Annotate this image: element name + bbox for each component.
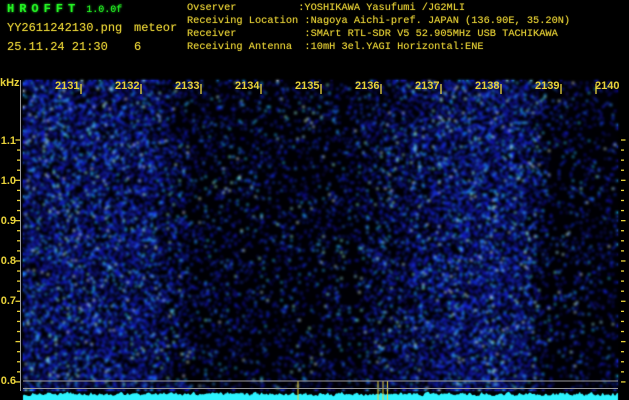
svg-text:2139: 2139 (535, 80, 559, 92)
svg-text:0.6: 0.6 (1, 375, 16, 387)
svg-text:0.8: 0.8 (1, 255, 16, 267)
svg-text:2140: 2140 (595, 80, 619, 92)
svg-text:kHz: kHz (0, 77, 20, 89)
svg-text:2133: 2133 (175, 80, 199, 92)
svg-text:2132: 2132 (115, 80, 139, 92)
svg-text:1.1: 1.1 (1, 135, 16, 147)
svg-text:2136: 2136 (355, 80, 379, 92)
svg-text:2137: 2137 (415, 80, 439, 92)
svg-text:2138: 2138 (475, 80, 499, 92)
svg-text:2135: 2135 (295, 80, 319, 92)
svg-text:2134: 2134 (235, 80, 260, 92)
svg-text:0.9: 0.9 (1, 215, 16, 227)
svg-text:1.0: 1.0 (1, 175, 16, 187)
svg-text:2131: 2131 (55, 80, 79, 92)
svg-text:0.7: 0.7 (1, 295, 16, 307)
